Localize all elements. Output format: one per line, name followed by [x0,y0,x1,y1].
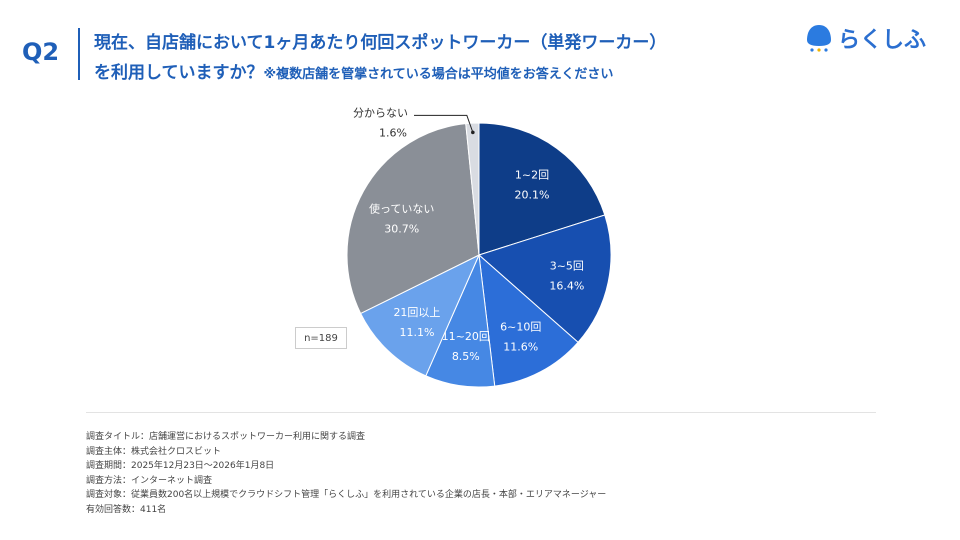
slice-value: 30.7% [384,223,419,236]
survey-info: 調査タイトル：店舗運営におけるスポットワーカー利用に関する調査 調査主体：株式会… [86,430,606,518]
slice-value: 8.5% [452,350,480,363]
sample-size: n=189 [295,327,347,349]
slice-label: 6~10回 [500,320,541,333]
survey-title: 調査タイトル：店舗運営におけるスポットワーカー利用に関する調査 [86,432,366,442]
pie-slice [346,123,480,315]
leader-line [414,114,474,133]
slice-label: 11~20回 [442,330,490,343]
valid-responses: 有効回答数：411名 [86,504,167,515]
pie-slice [359,253,481,377]
slice-label: 3~5回 [550,259,584,272]
pie-slice [465,122,480,256]
slice-label: 使っていない [369,203,434,216]
divider [78,28,80,80]
survey-organizer: 調査主体：株式会社クロスビット [86,446,222,457]
slice-value: 1.6% [379,126,407,139]
slice-label: 分からない [353,106,408,119]
slice-value: 20.1% [515,189,550,202]
title-note: ※複数店舗を管掌されている場合は平均値をお答えください [263,67,614,82]
survey-target: 調査対象：従業員数200名以上規模でクラウドシフト管理「らくしふ」を利用されてい… [86,490,607,501]
survey-method: 調査方法：インターネット調査 [86,475,213,486]
slice-value: 11.6% [503,340,538,353]
logo-icon [807,25,831,52]
title-line-1: 現在、自店舗において1ヶ月あたり何回スポットワーカー（単発ワーカー） [94,33,667,53]
slice-label: 21回以上 [393,306,440,319]
slice-value: 16.4% [549,279,584,292]
pie-slice [478,214,612,343]
footer-divider [86,412,876,413]
pie-slice [478,253,579,387]
survey-period: 調査期間：2025年12月23日〜2026年1月8日 [86,461,275,472]
title-main: を利用していますか？ [94,63,264,83]
leader-dot [471,130,475,135]
pie-slice [478,122,606,256]
question-number: Q2 [22,38,60,66]
slice-label: 1~2回 [515,169,549,182]
logo-text: らくしふ [838,28,927,53]
slice-value: 11.1% [399,326,434,339]
logo: らくしふ [806,22,926,54]
title-line-2: を利用していますか？※複数店舗を管掌されている場合は平均値をお答えください [94,58,613,83]
